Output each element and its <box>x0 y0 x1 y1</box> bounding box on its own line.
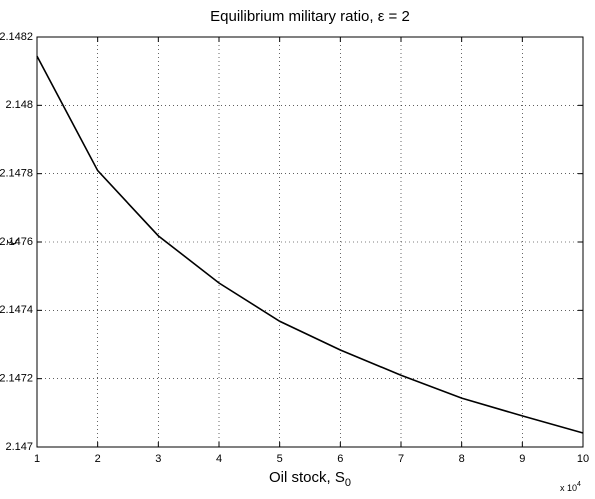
x-tick-label: 3 <box>155 453 161 465</box>
y-tick-label: 2.1472 <box>0 373 33 385</box>
x-tick-label: 7 <box>398 453 404 465</box>
y-axis-label: ξ <box>4 239 19 245</box>
plot-frame <box>36 36 584 448</box>
x-axis-label-text: Oil stock, S <box>269 469 345 486</box>
y-tick-label: 2.1478 <box>0 168 33 180</box>
x-multiplier-text: x 10 <box>560 483 577 493</box>
x-multiplier: x 104 <box>560 481 581 494</box>
x-tick-label: 5 <box>277 453 283 465</box>
x-multiplier-exp: 4 <box>577 481 581 488</box>
line <box>36 55 584 434</box>
x-axis-label: Oil stock, S0 <box>269 469 351 489</box>
y-tick-label: 2.148 <box>5 99 33 111</box>
y-tick-label: 2.147 <box>5 441 33 453</box>
x-tick-label: 6 <box>337 453 343 465</box>
y-tick-label: 2.1476 <box>0 236 33 248</box>
x-tick-label: 1 <box>34 453 40 465</box>
y-tick-label: 2.1482 <box>0 31 33 43</box>
x-tick-label: 2 <box>95 453 101 465</box>
x-tick-label: 8 <box>459 453 465 465</box>
x-tick-label: 10 <box>577 453 589 465</box>
x-axis-label-sub: 0 <box>345 477 351 489</box>
y-tick-label: 2.1474 <box>0 304 33 316</box>
x-tick-label: 9 <box>519 453 525 465</box>
x-tick-label: 4 <box>216 453 222 465</box>
chart-title: Equilibrium military ratio, ε = 2 <box>210 8 410 25</box>
